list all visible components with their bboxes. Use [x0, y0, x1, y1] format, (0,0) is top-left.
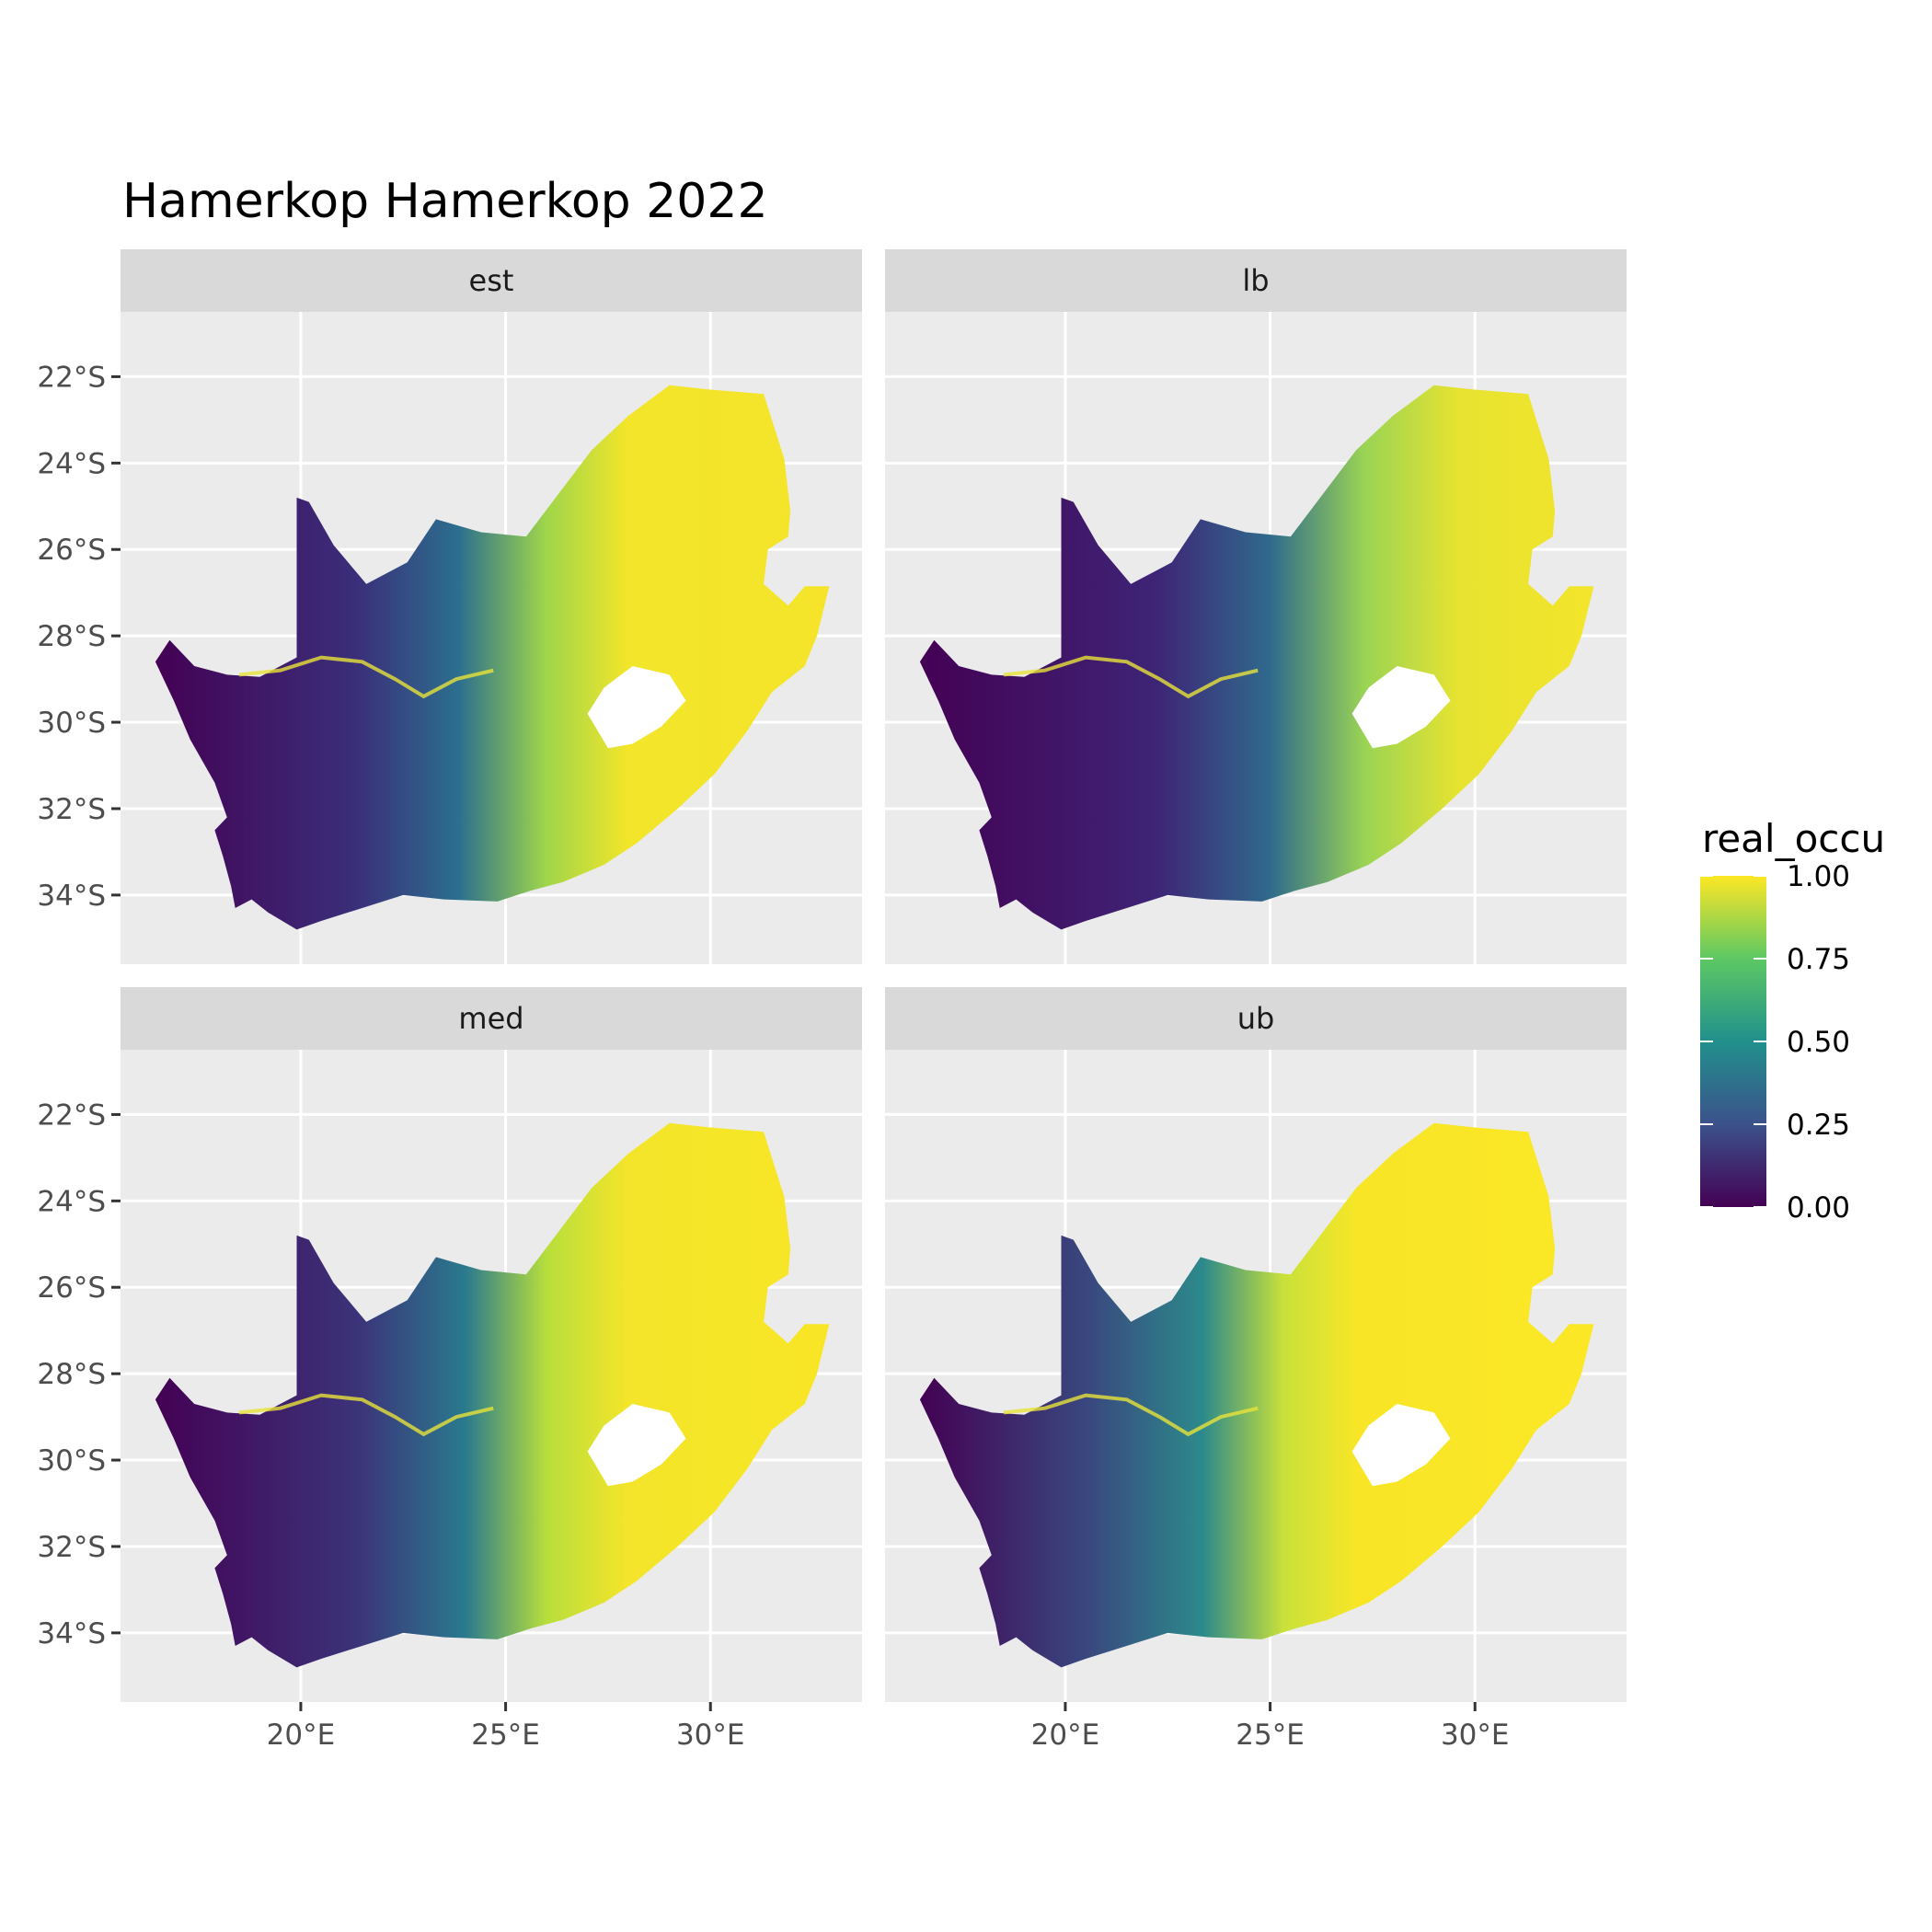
x-tick-label: 30°E — [676, 1719, 745, 1752]
occupancy-raster — [155, 385, 830, 930]
facet-strip — [885, 987, 1627, 1050]
legend-ticks: 1.00 0.75 0.50 0.25 0.00 — [1700, 860, 1850, 1225]
river-feature — [238, 1393, 494, 1437]
occupancy-raster — [155, 1122, 830, 1668]
river-feature — [1003, 1393, 1259, 1437]
legend-tick-label: 1.00 — [1787, 860, 1850, 893]
x-tick-label: 20°E — [1031, 1719, 1100, 1752]
facet-panel-est: est — [121, 249, 862, 964]
map-title: Hamerkop Hamerkop 2022 — [122, 174, 768, 229]
lesotho-hole — [1351, 666, 1451, 749]
y-tick-label: 22°S — [37, 1098, 106, 1132]
y-tick-label: 32°S — [37, 1531, 106, 1564]
river-feature — [238, 655, 494, 699]
y-tick-label: 34°S — [37, 1617, 106, 1650]
y-tick-label: 34°S — [37, 880, 106, 913]
facet-strip — [121, 249, 862, 312]
facet-strip — [885, 249, 1627, 312]
legend-title: real_occu — [1702, 816, 1885, 861]
facet-strip — [121, 987, 862, 1050]
x-tick-label: 20°E — [267, 1719, 336, 1752]
y-tick-label: 30°S — [37, 707, 106, 740]
lesotho-hole — [587, 1404, 686, 1487]
axes: 22°S 24°S 26°S 28°S 30°S 32°S 34°S 22°S 24°S 26°S… — [37, 361, 1509, 1752]
facet-strip-label: lb — [1242, 263, 1269, 298]
facet-strip-label: med — [458, 1001, 523, 1036]
y-tick-label: 28°S — [37, 620, 106, 653]
occupancy-raster — [919, 385, 1594, 930]
facet-strip-label: ub — [1237, 1001, 1275, 1036]
y-tick-label: 26°S — [37, 1271, 106, 1305]
facet-panel-med: med — [121, 987, 862, 1702]
y-tick-label: 28°S — [37, 1358, 106, 1391]
legend-tick-label: 0.25 — [1787, 1109, 1850, 1142]
x-tick-label: 30°E — [1441, 1719, 1510, 1752]
x-tick-label: 25°E — [471, 1719, 540, 1752]
y-tick-label: 30°S — [37, 1444, 106, 1478]
river-feature — [1003, 655, 1259, 699]
x-tick-label: 25°E — [1236, 1719, 1305, 1752]
y-tick-label: 24°S — [37, 1185, 106, 1218]
facet-panel-lb: lb — [885, 249, 1627, 964]
facet-panel-ub: ub — [885, 987, 1627, 1702]
lesotho-hole — [1351, 1404, 1451, 1487]
facet-panels: est lb med ub — [121, 249, 1627, 1702]
y-tick-label: 22°S — [37, 361, 106, 394]
legend-tick-label: 0.00 — [1787, 1191, 1850, 1225]
y-tick-label: 24°S — [37, 447, 106, 480]
y-tick-label: 26°S — [37, 534, 106, 567]
lesotho-hole — [587, 666, 686, 749]
y-tick-label: 32°S — [37, 793, 106, 826]
legend-tick-label: 0.75 — [1787, 943, 1850, 976]
legend: real_occu 1.00 0.75 0.50 0.25 0.00 — [1700, 816, 1885, 1225]
occupancy-raster — [919, 1122, 1594, 1668]
facet-strip-label: est — [469, 263, 514, 298]
legend-tick-label: 0.50 — [1787, 1026, 1850, 1059]
